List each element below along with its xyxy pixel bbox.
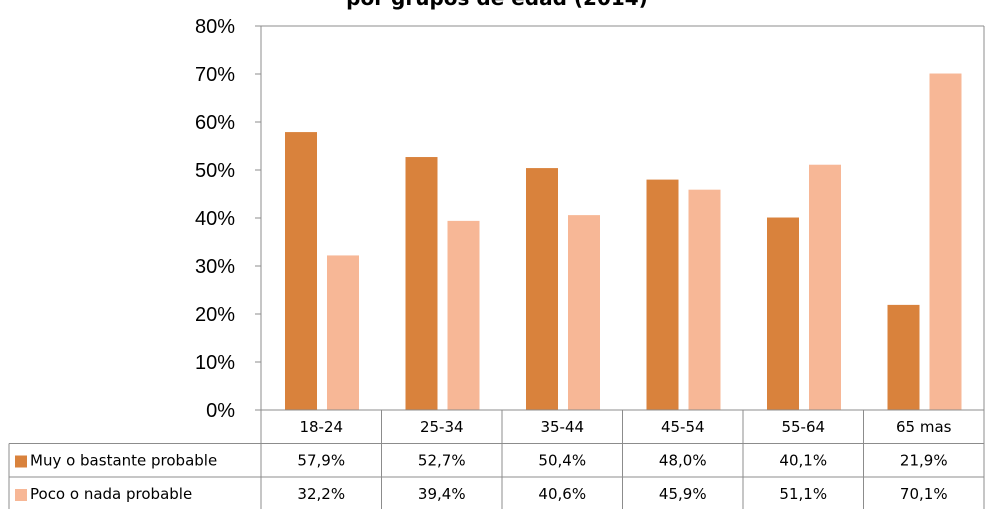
data-value-cell: 51,1%	[779, 485, 827, 503]
category-label: 35-44	[540, 418, 584, 436]
legend-swatch	[15, 455, 27, 468]
bar-muy-bastante	[767, 217, 799, 410]
category-label: 65 mas	[896, 418, 952, 436]
data-value-cell: 39,4%	[418, 485, 466, 503]
bar-muy-bastante	[526, 168, 558, 410]
data-value-cell: 52,7%	[418, 452, 466, 470]
bar-poco-nada	[688, 189, 721, 410]
data-value-cell: 45,9%	[659, 485, 707, 503]
bar-poco-nada	[809, 164, 841, 410]
data-value-cell: 40,1%	[779, 452, 827, 470]
bar-muy-bastante	[646, 179, 679, 410]
data-value-cell: 50,4%	[538, 452, 586, 470]
bar-muy-bastante	[405, 157, 438, 410]
y-tick-label: 80%	[195, 16, 235, 38]
legend-label: Muy o bastante probable	[30, 452, 217, 470]
y-axis: 0% 10% 20% 30% 40% 50% 60% 70% 80%	[195, 16, 262, 422]
bar-poco-nada	[447, 220, 480, 410]
category-label: 18-24	[299, 418, 343, 436]
chart-title: por grupos de edad (2014)	[346, 0, 648, 10]
bar-poco-nada	[929, 73, 962, 411]
y-tick-label: 10%	[195, 352, 235, 374]
y-tick-label: 50%	[195, 160, 235, 182]
data-value-cell: 57,9%	[297, 452, 345, 470]
y-tick-label: 60%	[195, 112, 235, 134]
data-value-cell: 40,6%	[538, 485, 586, 503]
y-tick-label: 70%	[195, 64, 235, 86]
y-tick-label: 40%	[195, 208, 235, 230]
legend-label: Poco o nada probable	[30, 485, 192, 503]
bar-muy-bastante	[285, 132, 317, 410]
data-value-cell: 32,2%	[297, 485, 345, 503]
y-tick-label: 0%	[206, 400, 235, 422]
bars	[285, 73, 962, 411]
bar-muy-bastante	[887, 304, 920, 410]
bar-poco-nada	[568, 215, 600, 410]
data-table: 18-24 25-34 35-44 45-54 55-64 65 mas Muy o bas…	[8, 409, 985, 509]
legend-swatch	[15, 489, 27, 501]
data-value-cell: 48,0%	[659, 452, 707, 470]
data-value-cell: 70,1%	[900, 485, 948, 503]
y-tick-label: 30%	[195, 256, 235, 278]
data-value-cell: 21,9%	[900, 452, 948, 470]
category-label: 45-54	[661, 418, 705, 436]
category-label: 25-34	[420, 418, 464, 436]
plot-area	[261, 25, 985, 410]
bar-poco-nada	[327, 255, 359, 410]
y-tick-label: 20%	[195, 304, 235, 326]
category-label: 55-64	[781, 418, 825, 436]
